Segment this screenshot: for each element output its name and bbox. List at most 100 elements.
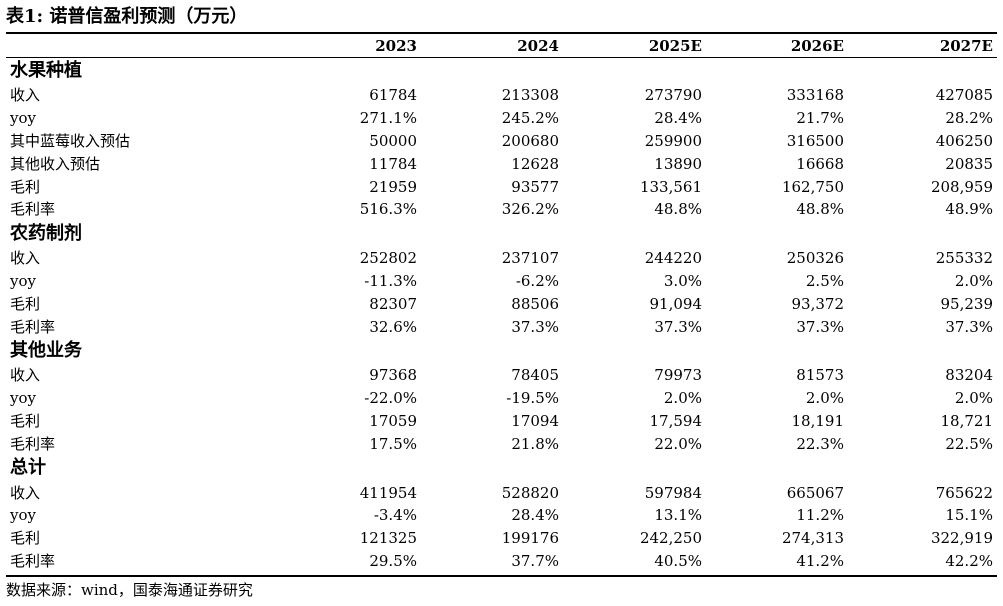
- value-cell: 427085: [935, 86, 993, 105]
- value-cell: 250326: [786, 249, 844, 268]
- value-cell: 83204: [945, 366, 993, 385]
- value-cell: 37.3%: [511, 317, 559, 336]
- table-row: 收入 97368 78405 79973 81573 83204: [6, 364, 997, 387]
- value-cell: 765622: [935, 483, 993, 502]
- value-cell: 199176: [501, 529, 559, 548]
- row-label: 毛利率: [10, 434, 56, 453]
- value-cell: 271.1%: [359, 109, 417, 128]
- row-label: 收入: [10, 249, 41, 268]
- value-cell: 274,313: [781, 529, 844, 548]
- value-cell: 79973: [654, 366, 702, 385]
- value-cell: 326.2%: [501, 200, 559, 219]
- value-cell: 2.0%: [954, 389, 993, 408]
- table-row: yoy -11.3% -6.2% 3.0% 2.5% 2.0%: [6, 270, 997, 293]
- table-row: 收入 61784 213308 273790 333168 427085: [6, 84, 997, 107]
- value-cell: 78405: [511, 366, 559, 385]
- value-cell: 37.7%: [511, 551, 559, 570]
- value-cell: 21.7%: [796, 109, 844, 128]
- table-row: 毛利 121325 199176 242,250 274,313 322,919: [6, 527, 997, 550]
- value-cell: 50000: [369, 131, 417, 150]
- value-cell: 48.9%: [945, 200, 993, 219]
- value-cell: 2.0%: [805, 389, 844, 408]
- table-row: 毛利率 17.5% 21.8% 22.0% 22.3% 22.5%: [6, 432, 997, 455]
- value-cell: -6.2%: [515, 271, 559, 290]
- row-label: 毛利: [10, 411, 41, 430]
- value-cell: 333168: [786, 86, 844, 105]
- section-title: 总计: [10, 457, 46, 479]
- row-label: 其他收入预估: [10, 154, 101, 173]
- value-cell: 200680: [501, 131, 559, 150]
- value-cell: -22.0%: [364, 389, 417, 408]
- table-body: 水果种植 收入 61784 213308 273790 333168 427085 yoy 27…: [6, 58, 997, 573]
- table-row: 毛利率 29.5% 37.7% 40.5% 41.2% 42.2%: [6, 550, 997, 573]
- row-label: yoy: [10, 506, 36, 525]
- row-label: 收入: [10, 366, 41, 385]
- value-cell: 41.2%: [796, 551, 844, 570]
- value-cell: 597984: [644, 483, 702, 502]
- row-label: 毛利: [10, 177, 41, 196]
- value-cell: 48.8%: [654, 200, 702, 219]
- value-cell: 133,561: [639, 177, 702, 196]
- table-row: yoy -3.4% 28.4% 13.1% 11.2% 15.1%: [6, 504, 997, 527]
- value-cell: 13890: [654, 154, 702, 173]
- table-row: 毛利率 32.6% 37.3% 37.3% 37.3% 37.3%: [6, 315, 997, 338]
- value-cell: 37.3%: [796, 317, 844, 336]
- value-cell: -11.3%: [364, 271, 417, 290]
- table-row: 毛利率 516.3% 326.2% 48.8% 48.8% 48.9%: [6, 198, 997, 221]
- row-label: yoy: [10, 271, 36, 290]
- value-cell: 12628: [511, 154, 559, 173]
- value-cell: -19.5%: [506, 389, 559, 408]
- value-cell: 237107: [501, 249, 559, 268]
- row-label: 毛利率: [10, 551, 56, 570]
- value-cell: 17094: [511, 411, 559, 430]
- section-title: 其他业务: [10, 339, 82, 361]
- header-cell-2025e: 2025E: [648, 37, 702, 55]
- row-label: 其中蓝莓收入预估: [10, 131, 131, 150]
- row-label: 毛利率: [10, 200, 56, 219]
- value-cell: 316500: [786, 131, 844, 150]
- value-cell: 22.5%: [945, 434, 993, 453]
- header-cell-2026e: 2026E: [790, 37, 844, 55]
- value-cell: 244220: [644, 249, 702, 268]
- value-cell: 13.1%: [654, 506, 702, 525]
- value-cell: 42.2%: [945, 551, 993, 570]
- value-cell: 2.0%: [954, 271, 993, 290]
- value-cell: 208,959: [930, 177, 993, 196]
- value-cell: 273790: [644, 86, 702, 105]
- value-cell: 242,250: [639, 529, 702, 548]
- row-label: 收入: [10, 86, 41, 105]
- row-label: 毛利率: [10, 317, 56, 336]
- value-cell: 93577: [511, 177, 559, 196]
- table-row: 收入 252802 237107 244220 250326 255332: [6, 247, 997, 270]
- table-row: yoy -22.0% -19.5% 2.0% 2.0% 2.0%: [6, 387, 997, 410]
- table-row: yoy 271.1% 245.2% 28.4% 21.7% 28.2%: [6, 107, 997, 130]
- value-cell: 37.3%: [945, 317, 993, 336]
- header-cell-2027e: 2027E: [939, 37, 993, 55]
- value-cell: 17,594: [649, 411, 703, 430]
- value-cell: 17059: [369, 411, 417, 430]
- value-cell: 48.8%: [796, 200, 844, 219]
- value-cell: 81573: [796, 366, 844, 385]
- value-cell: 28.4%: [511, 506, 559, 525]
- value-cell: 255332: [935, 249, 993, 268]
- value-cell: 97368: [369, 366, 417, 385]
- value-cell: 259900: [644, 131, 702, 150]
- value-cell: 2.0%: [663, 389, 702, 408]
- value-cell: 213308: [501, 86, 559, 105]
- table-row: 收入 411954 528820 597984 665067 765622: [6, 481, 997, 504]
- header-cell: [6, 35, 279, 58]
- value-cell: 162,750: [781, 177, 844, 196]
- value-cell: 28.2%: [945, 109, 993, 128]
- value-cell: 91,094: [649, 294, 703, 313]
- value-cell: 40.5%: [654, 551, 702, 570]
- top-rule: [6, 32, 997, 34]
- bottom-rule: [6, 575, 997, 577]
- value-cell: 37.3%: [654, 317, 702, 336]
- source-note: 数据来源：wind，国泰海通证券研究: [6, 581, 253, 599]
- value-cell: 22.0%: [654, 434, 702, 453]
- section-title: 水果种植: [10, 60, 82, 81]
- header-cell-2023: 2023: [375, 37, 417, 55]
- value-cell: 245.2%: [501, 109, 559, 128]
- value-cell: 17.5%: [369, 434, 417, 453]
- section-title: 农药制剂: [10, 222, 82, 244]
